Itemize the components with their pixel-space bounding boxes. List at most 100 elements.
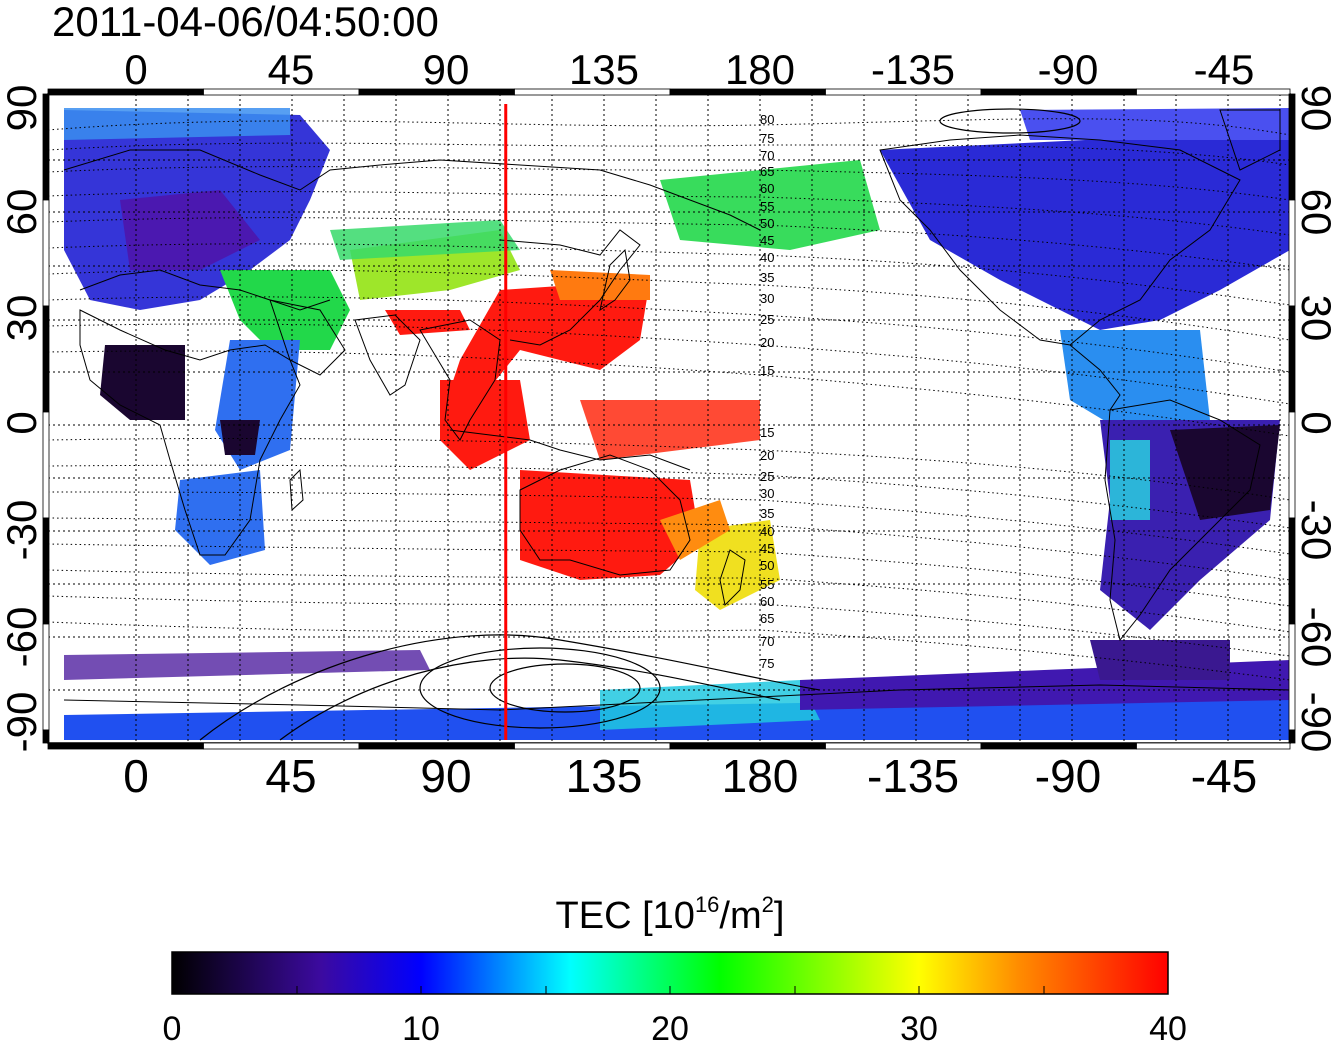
lon-tick-top: 135 bbox=[569, 46, 639, 93]
contour-label: 35 bbox=[760, 506, 774, 521]
coast-central-america bbox=[1069, 344, 1121, 411]
contour-label: 50 bbox=[760, 216, 774, 231]
lon-tick-top: -45 bbox=[1194, 46, 1255, 93]
tec-data-layer bbox=[64, 108, 1290, 740]
contour-label: 75 bbox=[760, 656, 774, 671]
coast-arabia bbox=[269, 299, 346, 376]
frame-segment bbox=[1136, 88, 1291, 96]
frame-segment bbox=[669, 742, 826, 750]
coast-new-zealand bbox=[719, 549, 746, 607]
lat-tick-left: 0 bbox=[0, 411, 45, 434]
coast-east-asia bbox=[499, 229, 641, 346]
magnetic-contours bbox=[48, 118, 1290, 681]
coast-africa bbox=[79, 309, 301, 556]
tec-region-antarctic-strip bbox=[64, 650, 430, 680]
tec-region-australia bbox=[520, 470, 700, 580]
lat-tick-left: -30 bbox=[0, 500, 45, 561]
tec-region-antarctic-cyan bbox=[600, 680, 820, 730]
tec-region-north-america bbox=[880, 130, 1290, 330]
tec-region-new-zealand bbox=[695, 520, 780, 610]
graticule bbox=[48, 94, 1290, 743]
contour-label: 70 bbox=[760, 634, 774, 649]
coast-india bbox=[354, 314, 421, 396]
contour-label: 25 bbox=[760, 312, 774, 327]
lon-tick-top: 45 bbox=[268, 46, 315, 93]
coast-japan bbox=[599, 248, 631, 312]
lat-tick-left: 90 bbox=[0, 85, 45, 132]
lon-tick-bottom: -45 bbox=[1191, 750, 1257, 802]
lon-ticks-bottom: 0 45 90 135 180 -135 -90 -45 bbox=[123, 750, 1257, 802]
lon-tick-top: -135 bbox=[871, 46, 955, 93]
contour-label: 45 bbox=[760, 233, 774, 248]
coast-antarctica bbox=[63, 684, 1290, 711]
coast-north-america bbox=[879, 134, 1241, 346]
contour-label: 30 bbox=[760, 486, 774, 501]
contour-label: 30 bbox=[760, 291, 774, 306]
lon-tick-top: 90 bbox=[423, 46, 470, 93]
lat-tick-right: -90 bbox=[1293, 692, 1340, 753]
colorbar-tick-label: 40 bbox=[1149, 1010, 1187, 1042]
frame-segment bbox=[47, 742, 204, 750]
lat-ticks-left: 90 60 30 0 -30 -60 -90 bbox=[0, 85, 45, 753]
lon-tick-bottom: -135 bbox=[867, 750, 959, 802]
colorbar-tick-label: 30 bbox=[900, 1010, 938, 1042]
coastlines bbox=[63, 109, 1290, 711]
frame-checker-top bbox=[47, 88, 1291, 96]
contour-label: 60 bbox=[760, 181, 774, 196]
tec-region-southern-africa bbox=[175, 470, 265, 565]
lat-tick-left: -60 bbox=[0, 607, 45, 668]
tec-region-andes-cyan bbox=[1110, 440, 1150, 520]
tec-region-tasman-orange bbox=[660, 500, 730, 560]
contour-label: 45 bbox=[760, 541, 774, 556]
frame-checker-left bbox=[42, 93, 50, 744]
lat-tick-right: 90 bbox=[1293, 85, 1340, 132]
coast-greenland bbox=[1219, 109, 1281, 171]
lat-tick-left: 60 bbox=[0, 189, 45, 236]
contour-label: 15 bbox=[760, 425, 774, 440]
tec-region-tip-south-america bbox=[1090, 640, 1230, 680]
coast-australia bbox=[519, 454, 691, 576]
contour-label: 65 bbox=[760, 164, 774, 179]
contour-label: 20 bbox=[760, 335, 774, 350]
coast-madagascar bbox=[289, 468, 304, 512]
colorbar-title: TEC [1016/m2] bbox=[556, 892, 785, 937]
contour-label: 55 bbox=[760, 577, 774, 592]
timestamp-title: 2011-04-06/04:50:00 bbox=[52, 0, 439, 45]
colorbar-ticks bbox=[296, 986, 1045, 994]
coast-europe-south bbox=[79, 269, 331, 311]
frame-segment bbox=[203, 742, 360, 750]
lon-tick-bottom: 180 bbox=[722, 750, 799, 802]
frame-segment bbox=[1136, 742, 1291, 750]
contour-label: 80 bbox=[760, 112, 774, 127]
contour-label: 40 bbox=[760, 250, 774, 265]
coast-indonesia bbox=[449, 429, 691, 471]
contour-label: 75 bbox=[760, 131, 774, 146]
frame-checker-right bbox=[1288, 93, 1296, 744]
contour-labels: 8075706560555045403530252015152025303540… bbox=[760, 112, 774, 671]
tec-region-amazon-dark bbox=[1170, 425, 1280, 520]
lon-tick-bottom: 45 bbox=[265, 750, 316, 802]
coast-south-america bbox=[1104, 399, 1261, 642]
tec-region-north-pacific bbox=[660, 160, 880, 250]
tec-region-caribbean bbox=[1060, 330, 1210, 430]
lon-tick-bottom: 90 bbox=[420, 750, 471, 802]
frame-segment bbox=[358, 742, 515, 750]
tec-region-siberia-scatter bbox=[330, 220, 520, 260]
south-pole-contours bbox=[199, 108, 1081, 741]
lat-tick-right: 0 bbox=[1293, 411, 1340, 434]
contour-label: 25 bbox=[760, 469, 774, 484]
contour-label: 70 bbox=[760, 148, 774, 163]
frame-segment bbox=[42, 729, 50, 744]
contour-label: 15 bbox=[760, 363, 774, 378]
tec-region-arctic-north bbox=[64, 108, 290, 140]
frame-segment bbox=[980, 742, 1137, 750]
map-plot: 8075706560555045403530252015152025303540… bbox=[42, 88, 1296, 750]
frame-checker-bottom bbox=[47, 742, 1291, 750]
lat-tick-left: -90 bbox=[0, 692, 45, 753]
lon-ticks-top: 0 45 90 135 180 -135 -90 -45 bbox=[124, 46, 1254, 93]
contour-label: 20 bbox=[760, 448, 774, 463]
contour-label: 55 bbox=[760, 199, 774, 214]
lon-tick-bottom: -90 bbox=[1035, 750, 1101, 802]
frame-segment bbox=[1288, 729, 1296, 744]
